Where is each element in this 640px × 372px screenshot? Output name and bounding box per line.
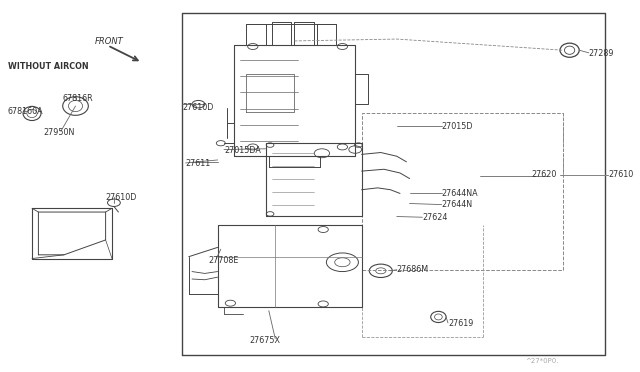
Text: 27708E: 27708E bbox=[208, 256, 238, 265]
Text: ^27*0P0.: ^27*0P0. bbox=[525, 358, 558, 364]
Text: 27610D: 27610D bbox=[182, 103, 214, 112]
Text: 678160A: 678160A bbox=[8, 107, 44, 116]
Text: 27610: 27610 bbox=[608, 170, 633, 179]
Text: 27610D: 27610D bbox=[106, 193, 137, 202]
Text: FRONT: FRONT bbox=[95, 37, 124, 46]
Text: 27644NA: 27644NA bbox=[442, 189, 478, 198]
Text: 27675X: 27675X bbox=[250, 336, 280, 345]
Text: 27624: 27624 bbox=[422, 213, 448, 222]
Text: 27686M: 27686M bbox=[397, 265, 429, 274]
Text: 27619: 27619 bbox=[448, 319, 474, 328]
Text: 27644N: 27644N bbox=[442, 200, 473, 209]
Text: WITHOUT AIRCON: WITHOUT AIRCON bbox=[8, 62, 88, 71]
Text: 27015DA: 27015DA bbox=[224, 146, 261, 155]
Text: 27611: 27611 bbox=[186, 159, 211, 168]
Text: 27289: 27289 bbox=[589, 49, 614, 58]
Text: 27015D: 27015D bbox=[442, 122, 473, 131]
Text: 27950N: 27950N bbox=[44, 128, 75, 137]
Text: 67816R: 67816R bbox=[63, 94, 93, 103]
Text: 27620: 27620 bbox=[531, 170, 557, 179]
